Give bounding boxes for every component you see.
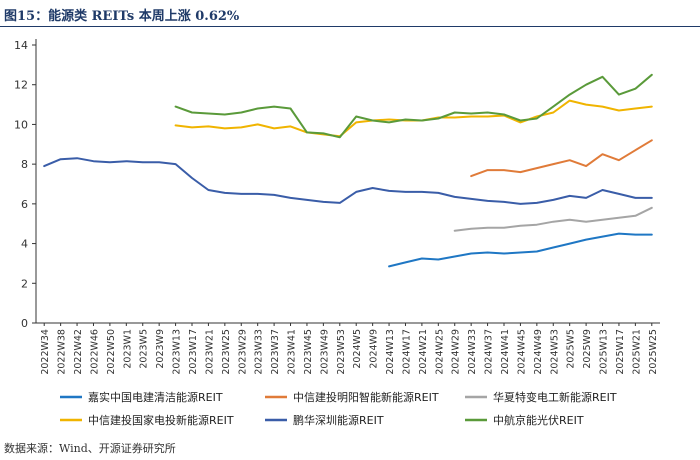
- x-tick-label: 2023W45: [303, 329, 314, 375]
- x-tick-label: 2022W38: [57, 329, 68, 375]
- x-tick-label: 2023W25: [221, 329, 232, 375]
- x-tick-label: 2024W29: [451, 329, 462, 375]
- x-tick-label: 2022W42: [73, 329, 84, 375]
- y-tick-label: 12: [14, 79, 28, 92]
- y-tick-label: 14: [14, 39, 28, 52]
- x-tick-label: 2023W5: [139, 329, 150, 369]
- x-tick-label: 2025W5: [566, 329, 577, 369]
- x-tick-label: 2023W37: [270, 329, 281, 375]
- legend-label: 中信建投明阳智能新能源REIT: [293, 390, 439, 404]
- title-bar: 图15：能源类 REITs 本周上涨 0.62%: [0, 0, 700, 26]
- x-tick-label: 2023W1: [122, 329, 133, 369]
- series-line: [388, 232, 653, 268]
- x-tick-label: 2025W13: [599, 329, 610, 375]
- x-tick-label: 2025W17: [615, 329, 626, 375]
- x-tick-label: 2024W33: [467, 329, 478, 375]
- x-tick-label: 2023W21: [204, 329, 215, 375]
- title-underline: [0, 26, 700, 27]
- y-tick-label: 2: [21, 277, 28, 290]
- x-tick-label: 2023W53: [336, 329, 347, 375]
- series-line: [470, 139, 653, 178]
- x-tick-label: 2022W50: [106, 329, 117, 375]
- x-tick-label: 2022W34: [40, 329, 51, 375]
- x-tick-label: 2025W25: [648, 329, 659, 375]
- y-tick-label: 0: [21, 317, 28, 330]
- x-tick-label: 2024W25: [434, 329, 445, 375]
- line-chart: 0 2 4 6 8 10 12 14 2022W34 2022W38 2022W42 2022W46 2…: [14, 39, 660, 427]
- x-tick-label: 2023W9: [155, 329, 166, 369]
- x-tick-label: 2023W41: [287, 329, 298, 375]
- x-tick-label: 2024W13: [385, 329, 396, 375]
- x-tick-label: 2025W9: [582, 329, 593, 369]
- y-tick-label: 6: [21, 198, 28, 211]
- series-line: [174, 73, 653, 139]
- legend: 嘉实中国电建清洁能源REIT 中信建投明阳智能新能源REIT 华夏特变电工新能源RE…: [60, 390, 617, 427]
- source-note: 数据来源：Wind、开源证券研究所: [4, 442, 176, 455]
- legend-label: 鹏华深圳能源REIT: [293, 413, 384, 427]
- y-tick-label: 4: [21, 238, 28, 251]
- series-line: [43, 157, 653, 205]
- x-tick-label: 2025W21: [631, 329, 642, 375]
- x-tick-label: 2024W9: [369, 329, 380, 369]
- x-tick-label: 2023W33: [254, 329, 265, 375]
- x-tick-label: 2023W17: [188, 329, 199, 375]
- axes: 0 2 4 6 8 10 12 14 2022W34 2022W38 2022W42 2022W46 2…: [14, 39, 660, 375]
- legend-label: 中信建投国家电投新能源REIT: [88, 413, 234, 427]
- legend-label: 中航京能光伏REIT: [493, 413, 584, 427]
- x-tick-label: 2024W49: [533, 329, 544, 375]
- x-tick-label: 2023W29: [237, 329, 248, 375]
- chart-title: 图15：能源类 REITs 本周上涨 0.62%: [4, 9, 240, 24]
- y-tick-label: 10: [14, 118, 28, 131]
- x-tick-label: 2022W46: [89, 329, 100, 375]
- series-line: [174, 99, 653, 138]
- x-tick-label: 2023W13: [172, 329, 183, 375]
- x-tick-label: 2024W45: [516, 329, 527, 375]
- x-tick-label: 2024W37: [484, 329, 495, 375]
- series-lines: [43, 73, 653, 268]
- x-tick-label: 2024W53: [549, 329, 560, 375]
- x-tick-label: 2024W17: [401, 329, 412, 375]
- x-tick-label: 2023W49: [319, 329, 330, 375]
- x-tick-label: 2024W21: [418, 329, 429, 375]
- legend-label: 嘉实中国电建清洁能源REIT: [88, 390, 223, 404]
- y-tick-label: 8: [21, 158, 28, 171]
- series-line: [453, 206, 653, 232]
- x-tick-label: 2024W41: [500, 329, 511, 375]
- x-tick-label: 2024W5: [352, 329, 363, 369]
- legend-label: 华夏特变电工新能源REIT: [493, 390, 617, 404]
